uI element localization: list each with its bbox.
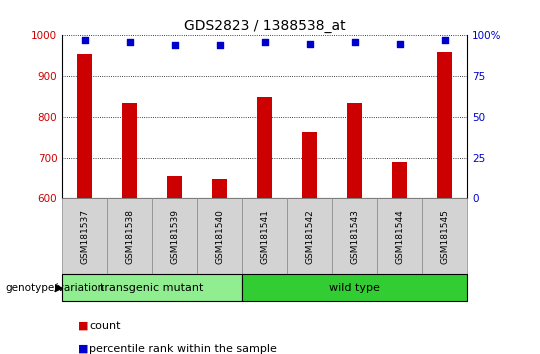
Point — [170, 42, 179, 48]
Text: transgenic mutant: transgenic mutant — [100, 282, 204, 293]
Text: percentile rank within the sample: percentile rank within the sample — [89, 344, 277, 354]
Text: GSM181544: GSM181544 — [395, 209, 404, 264]
Bar — [62, 198, 107, 274]
Bar — [152, 198, 197, 274]
Bar — [377, 198, 422, 274]
Bar — [62, 274, 242, 301]
Text: ▶: ▶ — [55, 282, 63, 293]
Bar — [242, 274, 467, 301]
Title: GDS2823 / 1388538_at: GDS2823 / 1388538_at — [184, 19, 346, 33]
Bar — [107, 198, 152, 274]
Text: GSM181543: GSM181543 — [350, 209, 359, 264]
Point — [440, 38, 449, 43]
Bar — [242, 198, 287, 274]
Point — [215, 42, 224, 48]
Point — [395, 41, 404, 46]
Bar — [347, 103, 362, 198]
Point — [350, 39, 359, 45]
Text: GSM181537: GSM181537 — [80, 209, 89, 264]
Text: GSM181538: GSM181538 — [125, 209, 134, 264]
Bar — [197, 198, 242, 274]
Bar — [437, 52, 453, 198]
Bar — [212, 179, 227, 198]
Bar — [77, 54, 92, 198]
Bar — [167, 176, 183, 198]
Text: GSM181540: GSM181540 — [215, 209, 224, 264]
Bar — [256, 97, 273, 198]
Bar — [422, 198, 467, 274]
Bar — [332, 198, 377, 274]
Point — [125, 39, 134, 45]
Text: genotype/variation: genotype/variation — [5, 282, 105, 293]
Text: count: count — [89, 321, 120, 331]
Point — [305, 41, 314, 46]
Bar — [302, 132, 318, 198]
Bar — [287, 198, 332, 274]
Text: ■: ■ — [78, 344, 89, 354]
Text: wild type: wild type — [329, 282, 380, 293]
Bar — [122, 103, 138, 198]
Point — [260, 39, 269, 45]
Text: GSM181541: GSM181541 — [260, 209, 269, 264]
Text: GSM181539: GSM181539 — [170, 209, 179, 264]
Text: ■: ■ — [78, 321, 89, 331]
Bar — [392, 161, 408, 198]
Text: GSM181542: GSM181542 — [305, 209, 314, 264]
Point — [80, 38, 89, 43]
Text: GSM181545: GSM181545 — [440, 209, 449, 264]
